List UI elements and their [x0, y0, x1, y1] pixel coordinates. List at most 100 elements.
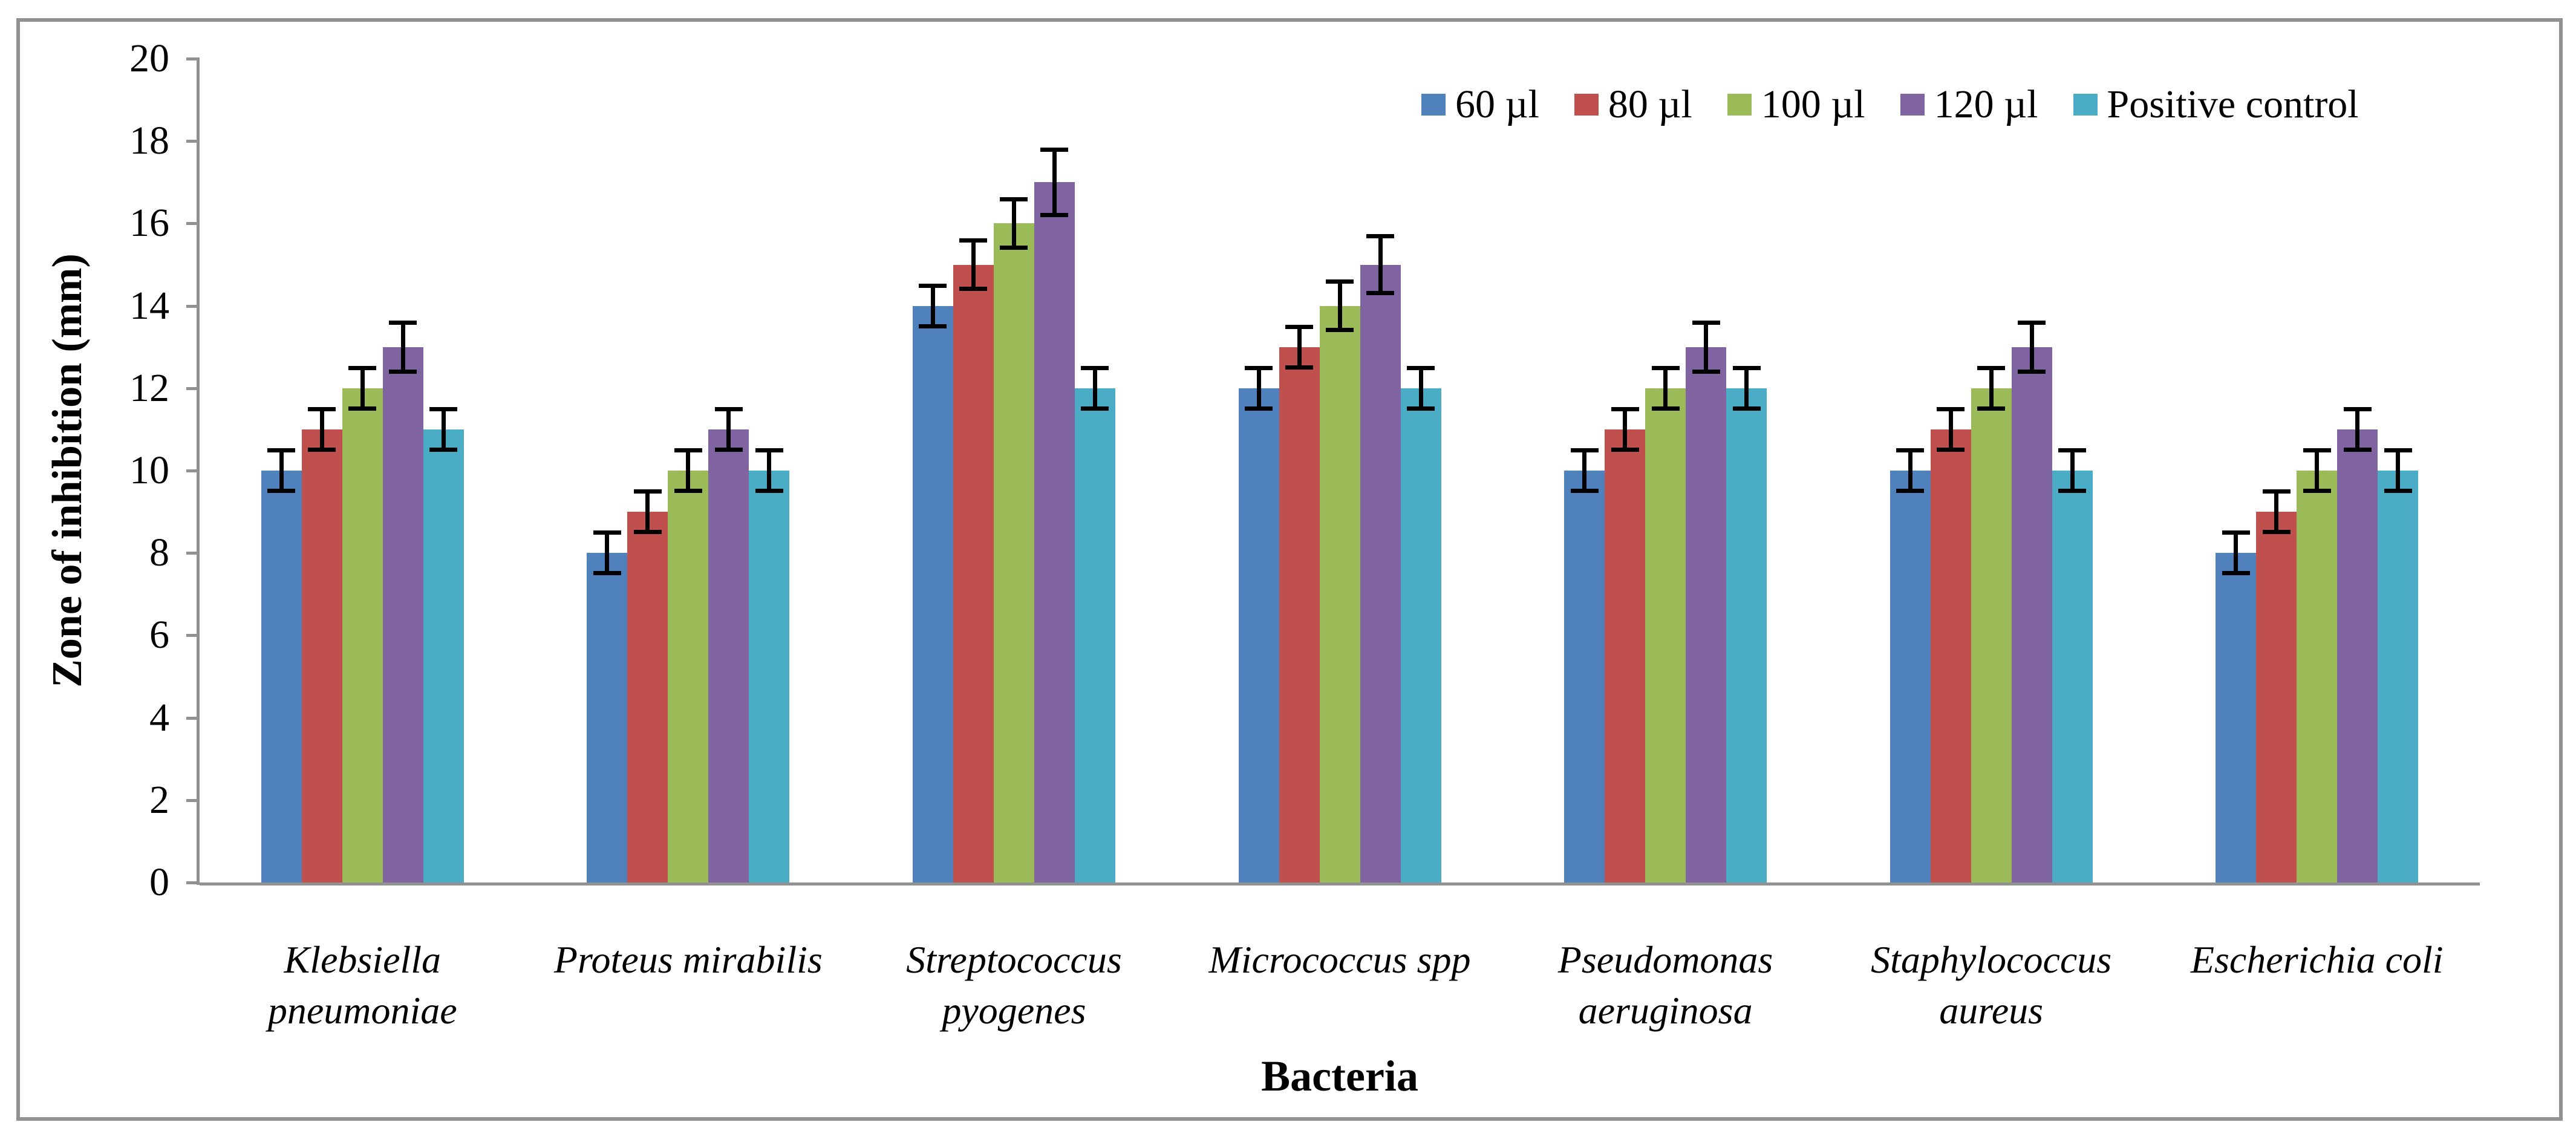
error-bar-cap-top — [308, 406, 336, 411]
error-bar-line — [441, 408, 446, 450]
y-tick-label: 14 — [129, 283, 169, 328]
bar — [912, 305, 953, 882]
error-bar-cap-bottom — [959, 287, 988, 292]
error-bar-cap-top — [429, 406, 458, 411]
bar — [1319, 305, 1360, 882]
y-tick-label: 16 — [129, 201, 169, 246]
error-bar-cap-top — [1366, 233, 1394, 238]
legend-swatch — [1574, 94, 1599, 116]
error-bar-line — [360, 367, 365, 409]
error-bar-cap-bottom — [1040, 212, 1069, 217]
error-bar-line — [2234, 532, 2239, 574]
legend-label: 100 µl — [1761, 82, 1865, 126]
y-tick — [186, 716, 200, 720]
error-bar-cap-bottom — [429, 447, 458, 452]
bar — [1074, 388, 1115, 882]
bar — [382, 347, 423, 882]
error-bar-cap-bottom — [2303, 489, 2331, 494]
bar — [342, 388, 383, 882]
legend-swatch — [1900, 94, 1925, 116]
error-bar-cap-bottom — [2262, 530, 2291, 535]
x-axis-line — [200, 882, 2480, 886]
bar — [1400, 388, 1441, 882]
error-bar-line — [279, 449, 284, 492]
bar — [2216, 553, 2257, 882]
legend-item: 120 µl — [1900, 85, 2038, 125]
y-tick — [186, 881, 200, 884]
error-bar-cap-top — [267, 448, 296, 452]
error-bar-cap-top — [1937, 406, 1965, 411]
error-bar-cap-top — [1040, 147, 1069, 152]
bar — [1930, 429, 1971, 882]
y-tick-label: 10 — [129, 448, 169, 492]
error-bar-cap-top — [1977, 365, 2006, 370]
category-label: Micrococcus spp — [1208, 938, 1471, 981]
error-bar-cap-top — [1692, 320, 1720, 325]
bar — [627, 512, 668, 882]
error-bar-line — [686, 449, 691, 492]
y-tick-label: 6 — [149, 613, 169, 657]
error-bar-line — [319, 408, 324, 450]
error-bar-line — [1052, 149, 1057, 215]
legend-item: Positive control — [2073, 85, 2359, 125]
error-bar-cap-bottom — [1651, 406, 1680, 411]
error-bar-cap-bottom — [308, 447, 336, 452]
error-bar-line — [2029, 322, 2034, 372]
error-bar-cap-top — [755, 448, 783, 452]
legend-label: Positive control — [2107, 82, 2359, 126]
y-tick-label: 20 — [129, 36, 169, 80]
error-bar-cap-bottom — [2018, 369, 2046, 374]
error-bar-line — [605, 532, 610, 574]
error-bar-cap-top — [2303, 448, 2331, 452]
y-tick — [186, 469, 200, 472]
error-bar-cap-top — [2262, 489, 2291, 494]
error-bar-cap-top — [1326, 279, 1354, 284]
y-tick — [186, 222, 200, 226]
y-tick — [186, 57, 200, 60]
bar — [2337, 429, 2378, 882]
y-tick-label: 4 — [149, 695, 169, 740]
error-bar-cap-bottom — [348, 406, 377, 411]
error-bar-cap-top — [714, 406, 743, 411]
error-bar-line — [971, 240, 976, 290]
error-bar-cap-bottom — [1977, 406, 2006, 411]
error-bar-line — [1744, 367, 1749, 409]
category-label: Proteus mirabilis — [553, 938, 823, 981]
error-bar-cap-bottom — [2058, 489, 2087, 494]
bar — [261, 471, 302, 882]
bar — [301, 429, 342, 882]
bar — [1605, 429, 1646, 882]
error-bar-cap-bottom — [674, 489, 702, 494]
error-bar-line — [1663, 367, 1668, 409]
error-bar-line — [767, 449, 772, 492]
error-bar-line — [726, 408, 731, 450]
figure-frame — [16, 18, 2563, 1121]
error-bar-cap-bottom — [714, 447, 743, 452]
y-tick — [186, 304, 200, 308]
bar — [2011, 347, 2052, 882]
error-bar-cap-bottom — [389, 369, 417, 374]
bar — [993, 223, 1034, 882]
error-bar-cap-top — [2222, 530, 2250, 535]
bar — [1360, 264, 1401, 882]
error-bar-cap-top — [2018, 320, 2046, 325]
error-bar-cap-top — [919, 283, 947, 288]
bar — [953, 264, 994, 882]
error-bar-cap-bottom — [1407, 406, 1435, 411]
error-bar-line — [1704, 322, 1709, 372]
error-bar-cap-bottom — [1000, 246, 1028, 250]
error-bar-line — [930, 285, 935, 327]
error-bar-cap-bottom — [755, 489, 783, 494]
error-bar-line — [1989, 367, 1994, 409]
y-tick-label: 8 — [149, 530, 169, 575]
error-bar-cap-top — [1732, 365, 1761, 370]
legend-item: 100 µl — [1727, 85, 1865, 125]
error-bar-cap-bottom — [1937, 447, 1965, 452]
error-bar-line — [1297, 326, 1302, 368]
category-label: Pseudomonas aeruginosa — [1557, 938, 1773, 1032]
legend-swatch — [1727, 94, 1752, 116]
y-tick — [186, 798, 200, 802]
bar — [2297, 471, 2338, 882]
y-tick — [186, 552, 200, 555]
